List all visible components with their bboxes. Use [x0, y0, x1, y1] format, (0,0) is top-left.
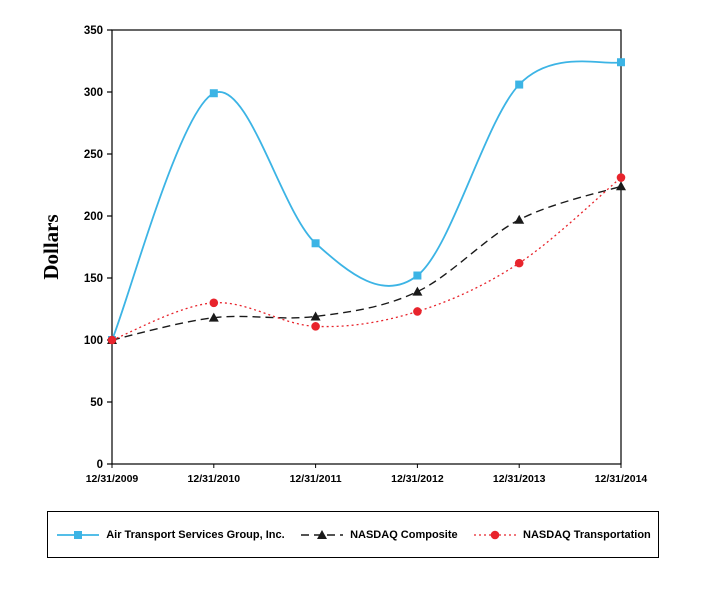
series-line: [111, 60, 622, 341]
x-axis-tick-label: 12/31/2011: [290, 473, 342, 485]
legend-marker-square-icon: [74, 530, 83, 539]
y-axis-tick-label: 0: [97, 459, 103, 471]
series-line: [111, 185, 622, 341]
plot-border: [111, 29, 622, 465]
x-axis-tick-label: 12/31/2012: [391, 473, 444, 485]
x-axis-tick-label: 12/31/2014: [595, 473, 648, 485]
marker-triangle-icon: [208, 312, 219, 322]
performance-line-chart: 0 50 100 150 200 250 300 350 12/31/2009 12/31/201…: [39, 25, 648, 485]
marker-circle-icon: [311, 322, 320, 331]
y-axis-title: Dollars: [39, 214, 63, 279]
chart-legend: Air Transport Services Group, Inc. NASDA…: [47, 511, 659, 558]
x-axis-tick-label: 12/31/2010: [188, 473, 241, 485]
y-axis-tick-label: 100: [84, 335, 103, 347]
y-axis-tick-label: 200: [84, 211, 103, 223]
legend-item-air-transport: Air Transport Services Group, Inc.: [55, 528, 285, 542]
legend-swatch-triangle-icon: [301, 529, 344, 539]
marker-square-icon: [413, 271, 422, 280]
series-line: [111, 177, 622, 341]
marker-triangle-icon: [514, 214, 525, 224]
y-axis-tick-label: 350: [84, 25, 103, 37]
y-axis-tick-label: 150: [84, 273, 103, 285]
series-air-transport-services-group-inc: [108, 58, 625, 344]
marker-triangle-icon: [412, 286, 423, 296]
marker-square-icon: [515, 80, 524, 89]
marker-circle-icon: [616, 173, 626, 182]
x-axis-tick-label: 12/31/2013: [493, 473, 546, 485]
legend-label: NASDAQ Composite: [350, 528, 458, 541]
marker-circle-icon: [209, 298, 219, 308]
y-axis-tick-label: 50: [90, 397, 103, 409]
series-nasdaq-transportation: [107, 173, 626, 345]
legend-swatch-circle-icon: [474, 530, 517, 539]
marker-square-icon: [209, 89, 218, 98]
marker-circle-icon: [107, 335, 117, 345]
legend-item-nasdaq-composite: NASDAQ Composite: [299, 528, 458, 542]
y-axis-tick-label: 300: [84, 87, 103, 99]
y-axis-tick-label: 250: [84, 149, 103, 161]
legend-label: NASDAQ Transportation: [523, 528, 651, 541]
legend-item-nasdaq-transportation: NASDAQ Transportation: [472, 528, 651, 542]
legend-label: Air Transport Services Group, Inc.: [106, 528, 285, 541]
marker-triangle-icon: [616, 181, 626, 191]
marker-circle-icon: [514, 258, 524, 268]
legend-marker-circle-icon: [490, 530, 500, 539]
marker-circle-icon: [413, 307, 422, 316]
series-nasdaq-composite: [107, 181, 626, 344]
legend-marker-triangle-icon: [317, 529, 328, 539]
marker-square-icon: [311, 239, 320, 248]
marker-square-icon: [617, 58, 625, 67]
x-axis-tick-label: 12/31/2009: [86, 473, 139, 485]
legend-swatch-square-icon: [57, 530, 100, 539]
marker-triangle-icon: [310, 311, 321, 321]
